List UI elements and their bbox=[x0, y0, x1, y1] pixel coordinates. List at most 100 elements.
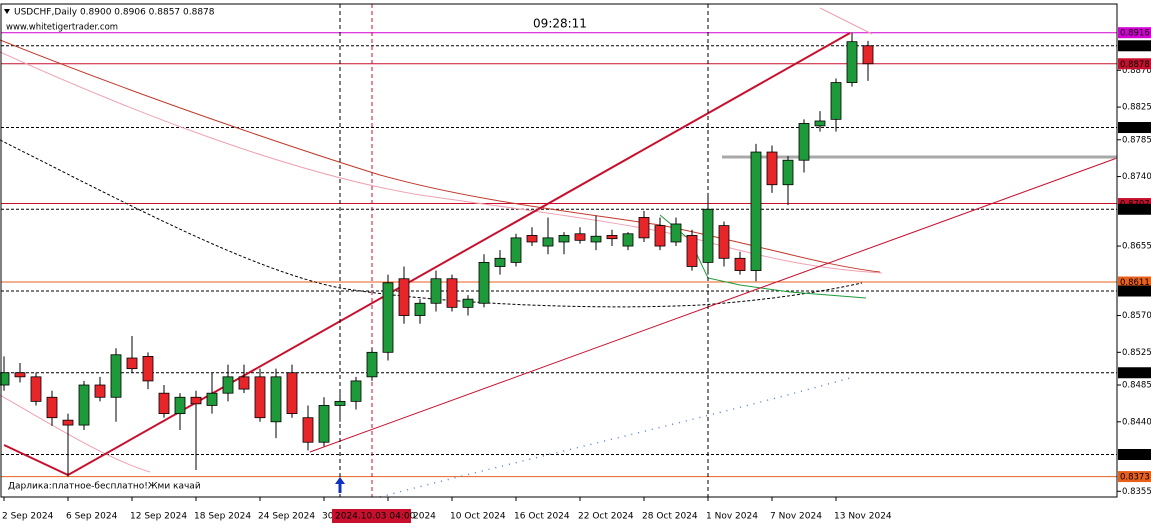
axes-layer: 0.8870 0.8825 0.8785 0.8740 0.8655 0.8570 0.85… bbox=[2, 27, 1151, 523]
candle-body bbox=[238, 376, 250, 390]
candle-body bbox=[750, 151, 762, 271]
y-tick-label: 0.8825 bbox=[1122, 103, 1151, 113]
candle-body bbox=[462, 298, 474, 308]
candle-body bbox=[0, 372, 10, 386]
candle-body bbox=[494, 257, 506, 267]
candle-body bbox=[798, 123, 810, 161]
y-tick-label: 0.8440 bbox=[1122, 417, 1151, 427]
crosshair-label-bg bbox=[332, 509, 411, 523]
watermark: www.whitetigertrader.com bbox=[6, 23, 118, 33]
x-tick-label: 6 Sep 2024 bbox=[66, 512, 118, 522]
y-tick-label: 0.8485 bbox=[1122, 381, 1151, 391]
level-label-bg bbox=[1118, 198, 1151, 210]
candle-body bbox=[78, 384, 90, 426]
candle-body bbox=[302, 417, 314, 443]
candle-body bbox=[46, 396, 58, 419]
candle-body bbox=[574, 233, 586, 241]
note-bg bbox=[5, 479, 205, 492]
candle-body bbox=[14, 372, 26, 378]
candle-body bbox=[622, 233, 634, 247]
moving-average-4 bbox=[819, 7, 873, 35]
candle-body bbox=[190, 396, 202, 405]
x-tick-label: 18 Sep 2024 bbox=[194, 512, 251, 522]
candle-body bbox=[398, 278, 410, 316]
level-label-bg bbox=[1118, 285, 1151, 297]
candle-body bbox=[830, 82, 842, 120]
candle-body bbox=[702, 208, 714, 263]
x-tick-label: 12 Sep 2024 bbox=[130, 512, 187, 522]
level-label-bg bbox=[1118, 471, 1151, 483]
candle-body bbox=[430, 278, 442, 304]
candle-body bbox=[382, 282, 394, 353]
level-label: 0.8373 bbox=[1120, 473, 1150, 483]
header: USDCHF,Daily 0.8900 0.8906 0.8857 0.8878 bbox=[14, 8, 215, 18]
y-tick-label: 0.8355 bbox=[1122, 487, 1151, 497]
candle-body bbox=[206, 392, 218, 406]
menu-triangle bbox=[4, 9, 10, 14]
level-label-bg bbox=[1118, 27, 1151, 39]
level-label-bg bbox=[1118, 58, 1151, 70]
level-label-bg bbox=[1118, 276, 1151, 288]
candle-body bbox=[446, 278, 458, 308]
moving-average-3 bbox=[0, 394, 151, 473]
candle-body bbox=[686, 235, 698, 267]
level-label-bg bbox=[1118, 40, 1151, 52]
clock: 09:28:11 bbox=[533, 17, 587, 31]
x-tick-label: 24 Sep 2024 bbox=[258, 512, 315, 522]
candle-body bbox=[862, 45, 874, 65]
level-label: 0.8800 bbox=[1120, 124, 1150, 134]
candle-body bbox=[782, 159, 794, 186]
trend-line-thin bbox=[309, 157, 1118, 453]
candle-body bbox=[174, 396, 186, 415]
candle-body bbox=[510, 237, 522, 263]
level-label: 0.8700 bbox=[1120, 205, 1150, 215]
moving-average-2 bbox=[0, 51, 883, 274]
candle-body bbox=[222, 376, 234, 394]
level-label-bg bbox=[1118, 122, 1151, 134]
candle-body bbox=[94, 384, 106, 398]
candle-body bbox=[334, 400, 346, 406]
moving-average bbox=[0, 39, 881, 273]
candle-body bbox=[126, 357, 138, 370]
note: Дарлика:платное-бесплатно!Жми качай bbox=[8, 482, 201, 492]
sar-dots bbox=[379, 377, 851, 498]
candle-body bbox=[606, 235, 618, 240]
candle-body bbox=[846, 41, 858, 83]
y-tick-label: 0.8870 bbox=[1122, 66, 1151, 76]
level-label: 0.8400 bbox=[1120, 450, 1150, 460]
candle-body bbox=[734, 257, 746, 271]
x-tick-label: 4 Oct 2024 bbox=[386, 512, 436, 522]
x-tick-label: 10 Oct 2024 bbox=[450, 512, 506, 522]
level-label-bg bbox=[1118, 448, 1151, 460]
candles-layer bbox=[0, 32, 874, 477]
candle-body bbox=[542, 237, 554, 247]
candle-body bbox=[30, 376, 42, 402]
level-label-bg bbox=[1118, 367, 1151, 379]
candle-body bbox=[366, 351, 378, 378]
x-tick-label: 13 Nov 2024 bbox=[834, 512, 892, 522]
candle-body bbox=[62, 419, 74, 426]
level-label: 0.8600 bbox=[1120, 287, 1150, 297]
y-tick-label: 0.8570 bbox=[1122, 311, 1151, 321]
plot-frame bbox=[0, 3, 1118, 498]
candle-body bbox=[142, 356, 154, 382]
candle-body bbox=[590, 235, 602, 243]
overlay: USDCHF,Daily 0.8900 0.8906 0.8857 0.8878… bbox=[0, 3, 1118, 498]
level-label: 0.8900 bbox=[1120, 42, 1150, 52]
candle-body bbox=[270, 376, 282, 423]
x-tick-label: 28 Oct 2024 bbox=[642, 512, 698, 522]
candle-body bbox=[318, 405, 330, 443]
x-tick-label: 1 Nov 2024 bbox=[706, 512, 758, 522]
x-tick-label: 7 Nov 2024 bbox=[770, 512, 822, 522]
indicator-line bbox=[659, 214, 867, 299]
signal-arrow bbox=[335, 477, 345, 493]
y-tick-label: 0.8740 bbox=[1122, 172, 1151, 182]
candle-body bbox=[110, 354, 122, 398]
candle-body bbox=[654, 225, 666, 247]
candle-body bbox=[254, 376, 266, 419]
candle-body bbox=[558, 235, 570, 243]
level-label: 0.8611 bbox=[1120, 278, 1150, 288]
candle-body bbox=[718, 225, 730, 259]
candle-body bbox=[766, 151, 778, 186]
